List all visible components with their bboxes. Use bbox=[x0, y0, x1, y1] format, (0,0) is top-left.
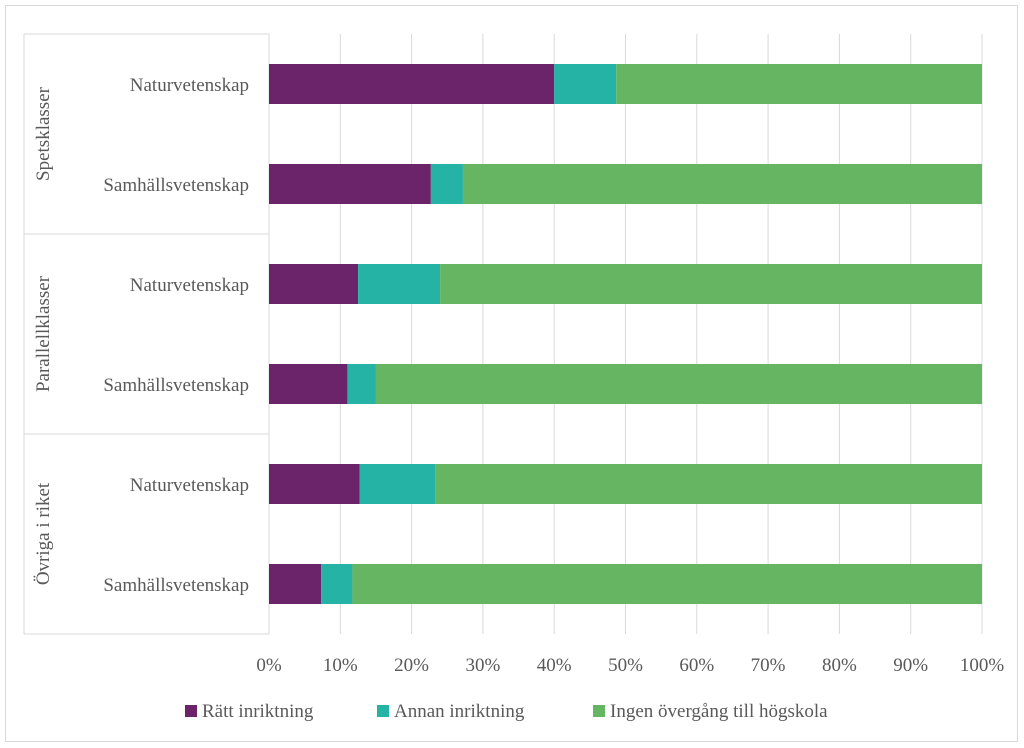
bar-segment bbox=[375, 364, 982, 404]
bar-segment bbox=[321, 564, 353, 604]
bar-segment bbox=[347, 364, 376, 404]
bar-segment bbox=[269, 364, 348, 404]
x-tick-label: 100% bbox=[960, 655, 1005, 676]
gridlines bbox=[268, 34, 983, 634]
x-tick-label: 70% bbox=[751, 655, 786, 676]
category-label: Naturvetenskap bbox=[130, 75, 249, 96]
x-tick-label: 50% bbox=[608, 655, 643, 676]
group-label: Parallellklasser bbox=[33, 275, 54, 392]
bar-segment bbox=[358, 264, 441, 304]
group-label: Spetsklasser bbox=[33, 86, 54, 181]
legend-swatch bbox=[377, 705, 389, 717]
legend-swatch bbox=[593, 705, 605, 717]
category-label: Samhällsvetenskap bbox=[103, 175, 249, 196]
bar-segment bbox=[462, 164, 982, 204]
bar-segment bbox=[269, 564, 322, 604]
bars bbox=[269, 64, 982, 604]
legend-swatch bbox=[185, 705, 197, 717]
bar-segment bbox=[269, 464, 360, 504]
category-labels: Naturvetenskap Samhällsvetenskap Spetsklas… bbox=[33, 75, 249, 596]
bar-segment bbox=[359, 464, 436, 504]
legend-label: Annan inriktning bbox=[394, 701, 525, 722]
legend-label: Rätt inriktning bbox=[202, 701, 314, 722]
axes: 0% 10% 20% 30% 40% 50% 60% 70% 80% 90% 100% bbox=[23, 33, 1005, 676]
category-label: Naturvetenskap bbox=[130, 475, 249, 496]
bar-segment bbox=[435, 464, 982, 504]
group-label: Övriga i riket bbox=[33, 482, 54, 585]
x-tick-label: 0% bbox=[256, 655, 282, 676]
bar-segment bbox=[352, 564, 982, 604]
x-tick-label: 60% bbox=[679, 655, 714, 676]
bar-segment bbox=[269, 164, 431, 204]
x-tick-label: 10% bbox=[323, 655, 358, 676]
x-tick-label: 90% bbox=[893, 655, 928, 676]
legend-label: Ingen övergång till högskola bbox=[610, 701, 828, 722]
category-label: Samhällsvetenskap bbox=[103, 575, 249, 596]
legend: Rätt inriktning Annan inriktning Ingen öve… bbox=[185, 701, 828, 722]
bar-segment bbox=[616, 64, 982, 104]
category-label: Naturvetenskap bbox=[130, 275, 249, 296]
bar-segment bbox=[269, 264, 359, 304]
bar-segment bbox=[554, 64, 617, 104]
x-tick-label: 80% bbox=[822, 655, 857, 676]
x-tick-label: 30% bbox=[465, 655, 500, 676]
bar-segment bbox=[269, 64, 555, 104]
bar-segment bbox=[440, 264, 982, 304]
x-tick-label: 40% bbox=[537, 655, 572, 676]
x-tick-label: 20% bbox=[394, 655, 429, 676]
category-label: Samhällsvetenskap bbox=[103, 375, 249, 396]
bar-segment bbox=[430, 164, 463, 204]
